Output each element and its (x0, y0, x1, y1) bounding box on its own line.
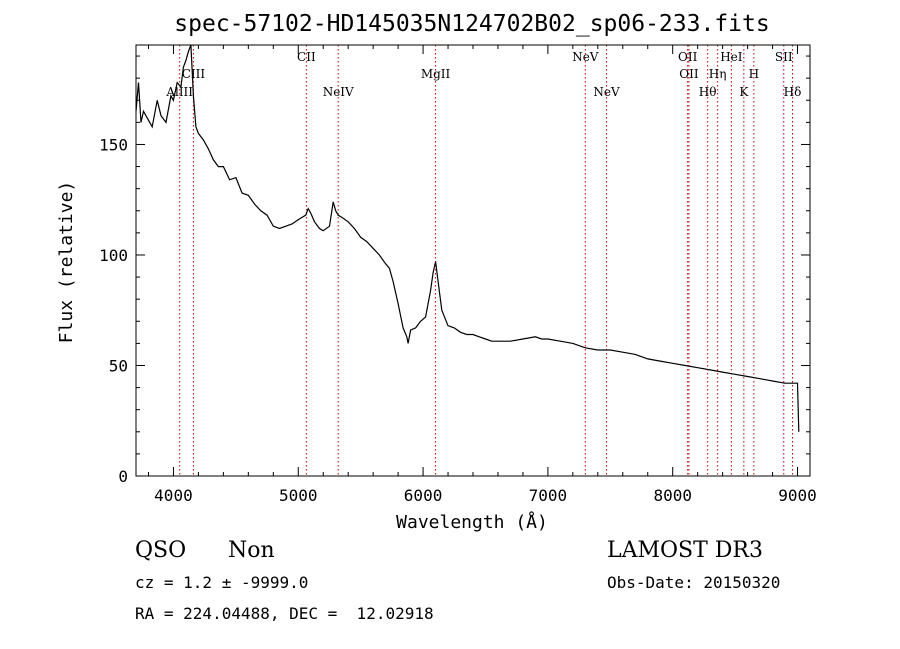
y-axis-ticks: 0 50 100 150 (99, 55, 810, 486)
emission-line-label: K (739, 85, 749, 99)
survey-name: LAMOST DR3 (607, 538, 763, 563)
y-tick-label: 50 (109, 356, 128, 375)
coordinates: RA = 224.04488, DEC = 12.02918 (135, 604, 434, 623)
emission-line-label: CII (297, 50, 316, 64)
emission-line-label: CIII (182, 67, 206, 81)
x-axis-label: Wavelength (Å) (396, 511, 548, 533)
x-tick-label: 6000 (404, 486, 443, 505)
object-class: QSO (135, 538, 187, 563)
x-tick-label: 9000 (778, 486, 817, 505)
chart-title: spec-57102-HD145035N124702B02_sp06-233.f… (174, 11, 769, 37)
x-axis-ticks: 4000 5000 6000 7000 8000 9000 (147, 45, 817, 505)
object-subclass: Non (228, 538, 275, 563)
y-tick-label: 150 (99, 135, 128, 154)
plot-frame (135, 44, 811, 477)
x-tick-label: 8000 (653, 486, 692, 505)
emission-line-label: NeIV (323, 85, 354, 99)
y-tick-label: 0 (118, 467, 128, 486)
y-axis-label: Flux (relative) (56, 181, 77, 344)
observation-date: Obs-Date: 20150320 (607, 573, 781, 592)
emission-line-label: NeV (572, 50, 599, 64)
emission-line-labels: AlIIICIIICIINeIVMgIINeVNeVOIIOIIHθHηHeIK… (165, 50, 801, 99)
emission-line-label: OII (678, 50, 698, 64)
redshift-value: cz = 1.2 ± -9999.0 (135, 573, 309, 592)
emission-line-label: Hη (709, 67, 727, 81)
emission-line-label: Hδ (784, 85, 802, 99)
emission-line-label: Hθ (699, 85, 717, 99)
emission-line-label: HeI (720, 50, 743, 64)
emission-line-label: MgII (421, 67, 451, 81)
spectrum-line (135, 44, 800, 432)
x-tick-label: 4000 (154, 486, 193, 505)
x-tick-label: 7000 (529, 486, 568, 505)
emission-line-label: AlIII (165, 85, 193, 99)
y-tick-label: 100 (99, 246, 128, 265)
emission-line-label: NeV (593, 85, 620, 99)
emission-line-label: OII (679, 67, 699, 81)
emission-line-label: SII (775, 50, 793, 64)
emission-line-markers (179, 45, 794, 476)
x-tick-label: 5000 (279, 486, 318, 505)
emission-line-label: H (749, 67, 759, 81)
